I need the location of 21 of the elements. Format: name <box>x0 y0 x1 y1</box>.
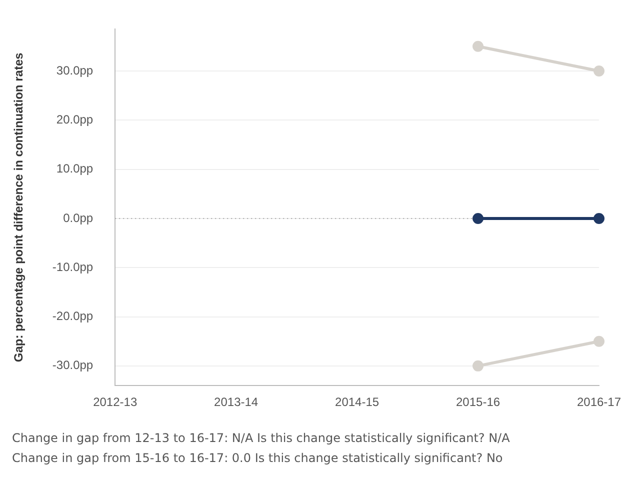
y-tick-label: 20.0pp <box>56 112 94 126</box>
x-tick-label: 2015-16 <box>456 395 500 410</box>
y-tick-label: 0.0pp <box>63 210 94 225</box>
y-tick-label: -30.0pp <box>52 358 94 372</box>
x-tick-label: 2012-13 <box>93 395 138 410</box>
y-tick-label: -10.0pp <box>52 260 94 274</box>
y-tick-label: -20.0pp <box>52 309 94 324</box>
point <box>472 360 484 372</box>
x-tick-label: 2013-14 <box>214 395 258 410</box>
point <box>594 65 604 76</box>
y-tick-label: 30.0pp <box>56 63 94 78</box>
y-axis-title: Gap: percentage point difference in continuation rates <box>12 52 26 362</box>
point <box>472 212 484 224</box>
point <box>594 336 604 347</box>
text: Change in gap from 15-16 to 16-17: 0.0 Is this change statistically significant? No <box>12 450 504 467</box>
point <box>594 212 604 224</box>
point <box>472 40 484 52</box>
y-tick-label: 10.0pp <box>56 162 94 176</box>
x-tick-label: 2014-15 <box>335 395 380 410</box>
text: Change in gap from 12-13 to 16-17: N/A Is this change statistically significant? N/A <box>12 430 511 447</box>
x-tick-label: 2016-17 <box>576 395 622 410</box>
